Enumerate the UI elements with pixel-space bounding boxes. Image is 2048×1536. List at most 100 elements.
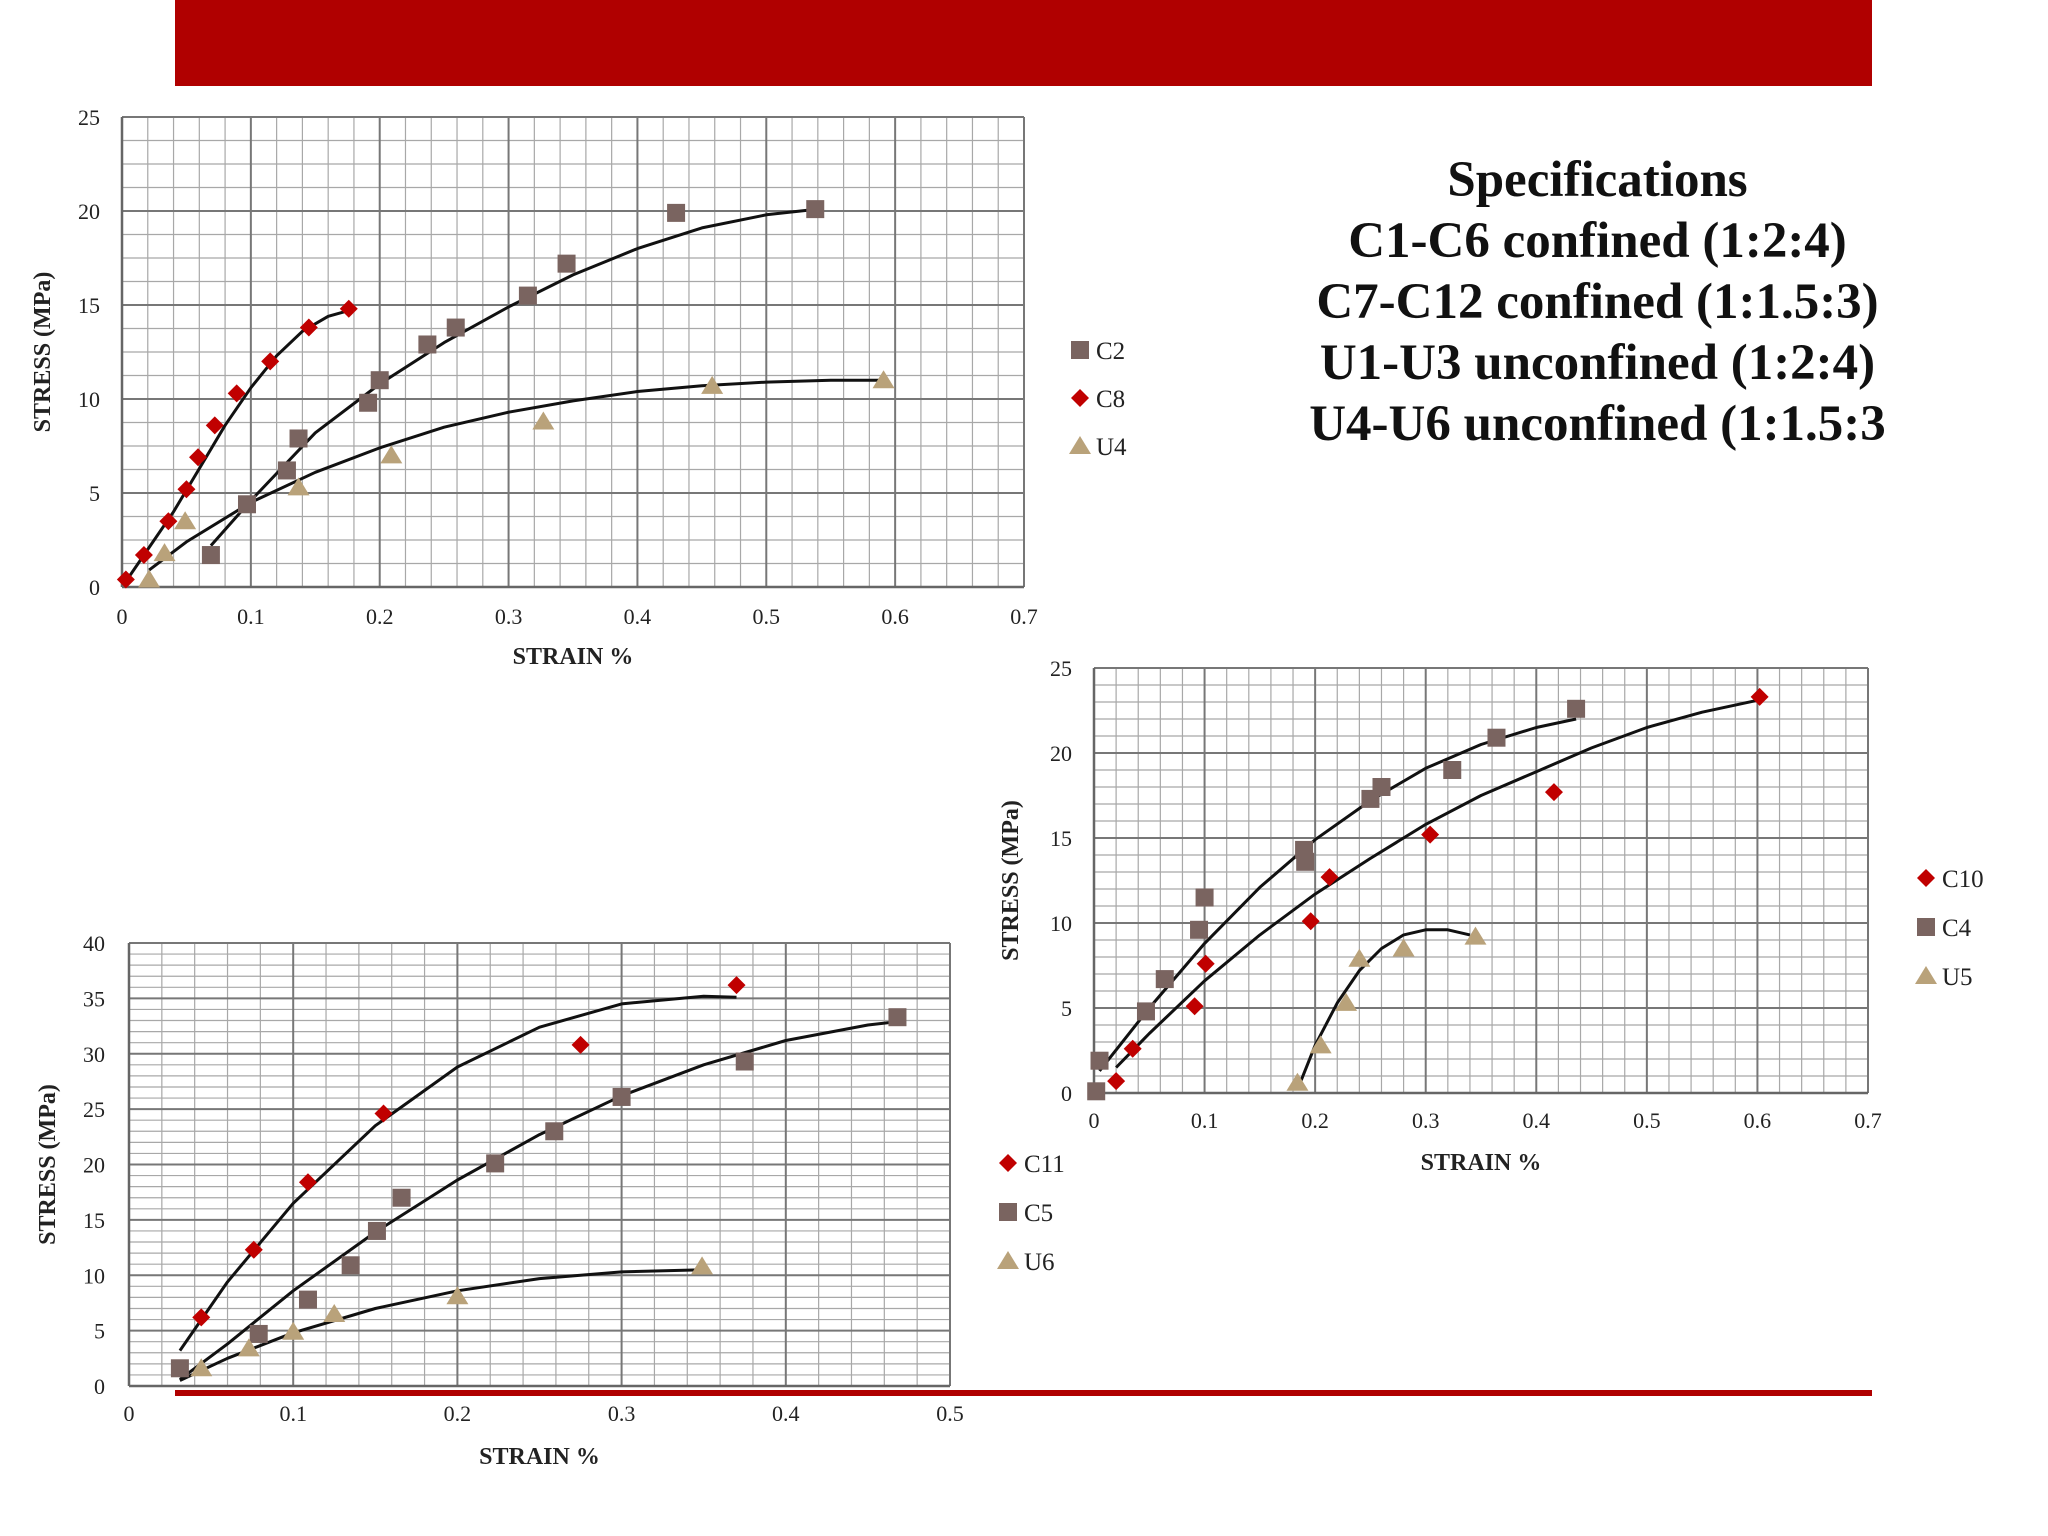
y-tick-label: 25: [1050, 656, 1072, 681]
data-point-c5: [545, 1122, 564, 1141]
y-axis-title: STRESS (MPa): [30, 272, 56, 433]
legend-marker-c5: [999, 1203, 1017, 1221]
legend-label-u5: U5: [1942, 964, 1973, 991]
data-point-c2: [237, 495, 256, 514]
y-tick-label: 0: [94, 1374, 105, 1399]
data-point-c11: [244, 1240, 263, 1259]
specifications-title: Specifications: [1447, 152, 1748, 208]
x-tick-label: 0.3: [608, 1401, 636, 1426]
trendline-c10: [1115, 698, 1758, 1069]
data-point-c8: [339, 299, 358, 318]
y-tick-label: 0: [1061, 1081, 1072, 1106]
trendline-c2: [209, 207, 818, 547]
data-point-c11: [192, 1308, 211, 1327]
trendline-u5: [1296, 928, 1471, 1091]
data-point-c2: [277, 461, 296, 480]
data-point-u4: [532, 411, 555, 430]
spec-line: U4-U6 unconfined (1:1.5:3: [1309, 396, 1886, 452]
y-tick-label: 30: [83, 1042, 105, 1067]
data-point-c10: [1301, 912, 1320, 931]
x-tick-label: 0.1: [279, 1401, 307, 1426]
data-point-c10: [1107, 1072, 1126, 1091]
trendline-c4: [1098, 717, 1577, 1072]
x-tick-label: 0: [117, 604, 128, 629]
data-point-c11: [298, 1173, 317, 1192]
data-point-u5: [1286, 1072, 1309, 1091]
data-point-c5: [735, 1052, 754, 1071]
trendline-u6: [179, 1268, 704, 1382]
y-tick-label: 15: [1050, 826, 1072, 851]
data-point-c2: [201, 546, 220, 565]
data-point-u4: [872, 370, 895, 389]
x-tick-label: 0.4: [1523, 1108, 1551, 1133]
x-tick-label: 0.5: [1633, 1108, 1661, 1133]
data-point-c5: [170, 1359, 189, 1378]
data-point-c10: [1123, 1039, 1142, 1058]
data-point-u6: [446, 1286, 469, 1305]
data-point-u6: [237, 1338, 260, 1357]
x-tick-label: 0.2: [1301, 1108, 1329, 1133]
x-tick-label: 0.7: [1010, 604, 1038, 629]
data-point-c5: [341, 1256, 360, 1275]
specifications-block: Specifications C1-C6 confined (1:2:4) C7…: [1235, 150, 1960, 455]
y-axis-title: STRESS (MPa): [998, 800, 1024, 961]
x-tick-label: 0.3: [1412, 1108, 1440, 1133]
data-point-c10: [1750, 687, 1769, 706]
x-tick-label: 0.1: [1191, 1108, 1219, 1133]
legend-marker-c11: [999, 1154, 1017, 1172]
x-tick-label: 0.5: [753, 604, 781, 629]
trendline-c8: [124, 309, 350, 583]
y-tick-label: 35: [83, 986, 105, 1011]
trendline-c5: [179, 1020, 898, 1381]
data-point-c2: [518, 286, 537, 305]
legend-label-c4: C4: [1942, 915, 1972, 942]
data-point-c2: [289, 429, 308, 448]
y-tick-label: 20: [78, 199, 100, 224]
data-point-c8: [227, 384, 246, 403]
x-tick-label: 0.1: [237, 604, 265, 629]
y-tick-label: 40: [83, 931, 105, 956]
data-point-c4: [1190, 920, 1209, 939]
data-point-c8: [134, 546, 153, 565]
y-tick-label: 10: [78, 387, 100, 412]
data-point-c8: [205, 416, 224, 435]
data-point-c2: [359, 393, 378, 412]
legend-label-c11: C11: [1024, 1151, 1065, 1178]
data-point-c5: [298, 1290, 317, 1309]
data-point-c8: [177, 480, 196, 499]
spec-line: C1-C6 confined (1:2:4): [1348, 213, 1847, 269]
data-point-c8: [299, 318, 318, 337]
legend-marker-c2: [1071, 341, 1089, 359]
data-point-c11: [727, 976, 746, 995]
data-point-c4: [1087, 1082, 1106, 1101]
chart-1: 0 0.1 0.2 0.3 0.4 0.5 0.6 0.7 0 5 10 15 20 25 STRAIN %…: [30, 105, 1127, 670]
x-tick-label: 0.6: [881, 604, 909, 629]
legend-marker-c8: [1071, 389, 1089, 407]
data-point-c10: [1196, 954, 1215, 973]
data-point-c5: [612, 1087, 631, 1106]
data-point-c4: [1155, 970, 1174, 989]
y-tick-label: 15: [78, 293, 100, 318]
data-point-u5: [1348, 948, 1371, 967]
data-point-c2: [418, 335, 437, 354]
trendline-c11: [178, 994, 737, 1352]
legend-label-c8: C8: [1096, 386, 1125, 413]
spec-line: C7-C12 confined (1:1.5:3): [1316, 274, 1879, 330]
x-tick-label: 0.7: [1854, 1108, 1882, 1133]
data-point-c5: [888, 1008, 907, 1027]
y-tick-label: 20: [83, 1153, 105, 1178]
y-tick-label: 5: [89, 481, 100, 506]
legend-label-c5: C5: [1024, 1200, 1053, 1227]
x-tick-label: 0.4: [624, 604, 652, 629]
y-tick-label: 5: [1061, 996, 1072, 1021]
data-point-c2: [370, 371, 389, 390]
data-point-c5: [486, 1154, 505, 1173]
data-point-c2: [806, 200, 825, 219]
x-tick-label: 0.2: [366, 604, 394, 629]
data-point-c4: [1090, 1051, 1109, 1070]
data-point-c4: [1443, 761, 1462, 779]
data-point-u5: [1464, 926, 1487, 945]
x-tick-label: 0: [124, 1401, 135, 1426]
data-point-u6: [190, 1358, 213, 1377]
chart-3: 0 0.1 0.2 0.3 0.4 0.5 0.6 0.7 0 5 10 15 20 25 STRAIN %…: [998, 656, 1984, 1176]
